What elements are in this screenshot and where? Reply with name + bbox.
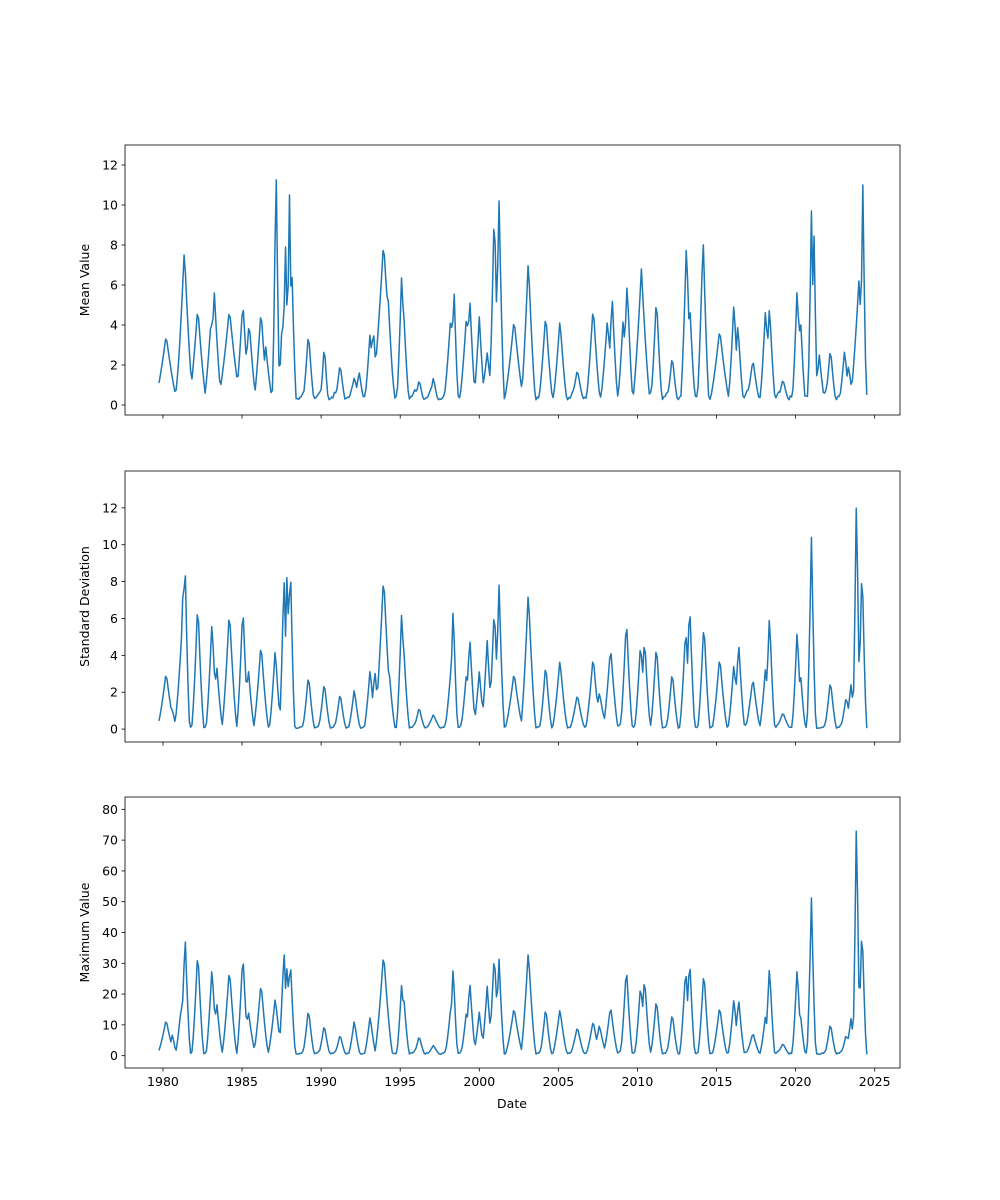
subplot-1: 0 2 4 6 8 10 12 Mean Value: [77, 144, 901, 419]
y-axis-label: Standard Deviation: [77, 546, 92, 667]
x-tick-label: 2020: [780, 1074, 812, 1089]
axes-frame: [124, 470, 901, 743]
y-tick-label: 10: [102, 1017, 118, 1032]
y-tick-label: 6: [110, 278, 118, 293]
y-tick-label: 0: [110, 398, 118, 413]
subplot-2: 0 2 4 6 8 10 12 Standard Deviation: [77, 470, 901, 746]
y-tick-label: 40: [102, 925, 118, 940]
subplot-3: 0 10 20 30 40 50 60 70 80 1980 1985 1990 1995 2000 200…: [77, 796, 901, 1089]
y-tick-label: 50: [102, 894, 118, 909]
x-tick-label: 2000: [463, 1074, 495, 1089]
y-tick-label: 2: [110, 685, 118, 700]
y-tick-label: 0: [110, 1048, 118, 1063]
y-tick-label: 10: [102, 537, 118, 552]
y-tick-label: 80: [102, 802, 118, 817]
x-tick-label: 1985: [226, 1074, 258, 1089]
y-tick-label: 2: [110, 358, 118, 373]
y-axis-label: Maximum Value: [77, 882, 92, 982]
axes-frame: [124, 144, 901, 416]
series-line: [158, 179, 868, 401]
y-tick-label: 70: [102, 833, 118, 848]
y-tick-label: 4: [110, 318, 118, 333]
y-tick-label: 12: [102, 158, 118, 173]
x-tick-label: 2010: [622, 1074, 654, 1089]
y-tick-label: 12: [102, 500, 118, 515]
series-line: [158, 507, 868, 730]
y-tick-label: 0: [110, 722, 118, 737]
x-axis-label: Date: [497, 1096, 527, 1111]
x-tick-label: 1990: [305, 1074, 337, 1089]
y-tick-label: 6: [110, 611, 118, 626]
x-tick-label: 1980: [147, 1074, 179, 1089]
subplots: 0 2 4 6 8 10 12 Mean Value 0 2 4 6 8 10 12 Standard Dev…: [77, 144, 901, 1089]
x-tick-label: 1995: [384, 1074, 416, 1089]
x-tick-label: 2005: [542, 1074, 574, 1089]
y-axis-label: Mean Value: [77, 244, 92, 317]
y-tick-label: 4: [110, 648, 118, 663]
y-tick-label: 8: [110, 238, 118, 253]
y-tick-label: 20: [102, 987, 118, 1002]
x-tick-label: 2025: [859, 1074, 891, 1089]
y-tick-label: 8: [110, 574, 118, 589]
x-tick-label: 2015: [701, 1074, 733, 1089]
y-tick-label: 30: [102, 956, 118, 971]
series-line: [158, 830, 868, 1055]
y-tick-label: 10: [102, 198, 118, 213]
y-tick-label: 60: [102, 863, 118, 878]
